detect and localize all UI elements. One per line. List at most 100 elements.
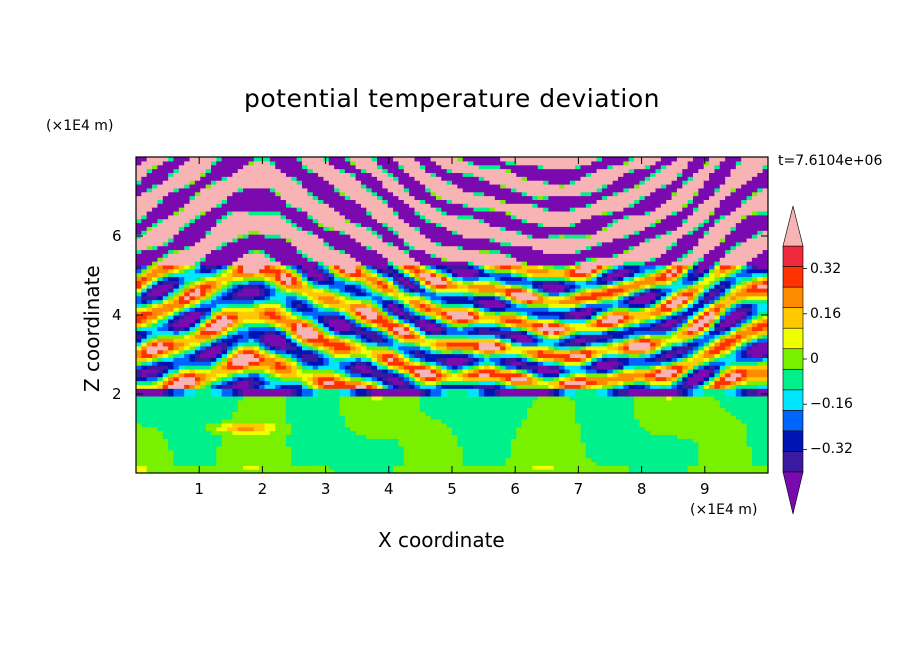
heatmap-cell xyxy=(344,399,351,405)
heatmap-cell xyxy=(232,176,239,181)
heatmap-cell xyxy=(318,222,325,227)
heatmap-cell xyxy=(243,345,250,351)
heatmap-cell xyxy=(216,411,223,416)
heatmap-cell xyxy=(162,303,169,308)
heatmap-cell xyxy=(173,434,180,439)
heatmap-cell xyxy=(398,465,405,470)
heatmap-cell xyxy=(334,446,341,451)
heatmap-cell xyxy=(312,288,319,293)
heatmap-cell xyxy=(328,210,335,216)
heatmap-cell xyxy=(200,237,207,243)
heatmap-cell xyxy=(200,303,207,308)
heatmap-cell xyxy=(425,288,432,293)
heatmap-cell xyxy=(296,199,303,204)
heatmap-cell xyxy=(318,357,325,362)
heatmap-cell xyxy=(387,288,394,293)
heatmap-cell xyxy=(371,272,378,278)
heatmap-cell xyxy=(328,334,335,339)
heatmap-cell xyxy=(232,207,239,212)
heatmap-cell xyxy=(264,180,271,185)
heatmap-cell xyxy=(237,280,244,285)
heatmap-cell xyxy=(371,191,378,197)
heatmap-cell xyxy=(441,399,448,405)
heatmap-cell xyxy=(227,446,234,451)
heatmap-cell xyxy=(452,357,458,362)
heatmap-cell xyxy=(184,237,191,243)
heatmap-cell xyxy=(409,157,416,162)
heatmap-cell xyxy=(366,380,373,385)
heatmap-cell xyxy=(371,438,378,443)
heatmap-cell xyxy=(312,376,319,382)
heatmap-cell xyxy=(152,399,159,405)
heatmap-cell xyxy=(162,218,169,224)
heatmap-cell xyxy=(398,295,405,301)
heatmap-cell xyxy=(280,415,287,420)
heatmap-cell xyxy=(184,318,191,324)
heatmap-cell xyxy=(323,438,330,443)
heatmap-cell xyxy=(227,434,234,439)
heatmap-cell xyxy=(344,276,351,281)
heatmap-cell xyxy=(184,399,191,405)
heatmap-cell xyxy=(296,210,303,216)
heatmap-cell xyxy=(285,318,292,324)
heatmap-cell xyxy=(409,280,416,285)
heatmap-cell xyxy=(248,168,255,174)
heatmap-cell xyxy=(210,299,217,305)
heatmap-cell xyxy=(248,272,255,278)
heatmap-cell xyxy=(178,434,185,439)
heatmap-cell xyxy=(430,318,437,324)
heatmap-cell xyxy=(275,411,282,416)
heatmap-cell xyxy=(334,207,341,212)
heatmap-cell xyxy=(403,469,410,473)
heatmap-cell xyxy=(350,168,357,174)
heatmap-cell xyxy=(178,299,185,305)
heatmap-cell xyxy=(430,426,437,432)
heatmap-cell xyxy=(269,322,276,328)
heatmap-cell xyxy=(200,160,207,166)
heatmap-cell xyxy=(441,326,448,332)
heatmap-cell xyxy=(355,253,362,258)
heatmap-cell xyxy=(146,191,153,197)
heatmap-cell xyxy=(334,257,341,262)
heatmap-cell xyxy=(237,326,244,332)
heatmap-cell xyxy=(205,384,212,389)
heatmap-cell xyxy=(194,299,201,305)
heatmap-cell xyxy=(419,311,426,316)
heatmap-cell xyxy=(184,160,191,166)
heatmap-cell xyxy=(377,422,383,428)
heatmap-cell xyxy=(205,434,212,439)
heatmap-cell xyxy=(141,253,148,258)
heatmap-cell xyxy=(237,349,244,355)
heatmap-cell xyxy=(200,407,207,412)
heatmap-cell xyxy=(237,322,244,328)
heatmap-cell xyxy=(446,465,453,470)
heatmap-cell xyxy=(173,438,180,443)
heatmap-cell xyxy=(194,176,201,181)
heatmap-cell xyxy=(302,268,308,274)
heatmap-cell xyxy=(435,461,442,466)
heatmap-cell xyxy=(275,195,282,200)
heatmap-cell xyxy=(173,422,180,428)
heatmap-cell xyxy=(430,210,437,216)
heatmap-cell xyxy=(393,218,400,224)
heatmap-cell xyxy=(227,299,234,305)
heatmap-cell xyxy=(435,315,442,320)
heatmap-cell xyxy=(200,214,207,220)
heatmap-cell xyxy=(312,207,319,212)
heatmap-cell xyxy=(318,288,325,293)
heatmap-cell xyxy=(210,261,217,266)
heatmap-cell xyxy=(382,465,389,470)
heatmap-cell xyxy=(216,368,223,374)
heatmap-cell xyxy=(318,226,325,231)
heatmap-cell xyxy=(275,376,282,382)
heatmap-cell xyxy=(146,280,153,285)
heatmap-cell xyxy=(425,384,432,389)
heatmap-cell xyxy=(360,234,367,239)
heatmap-cell xyxy=(334,191,341,197)
heatmap-cell xyxy=(307,434,314,439)
heatmap-cell xyxy=(210,376,217,382)
heatmap-cell xyxy=(216,237,223,243)
heatmap-cell xyxy=(312,446,319,451)
heatmap-cell xyxy=(318,299,325,305)
heatmap-cell xyxy=(178,210,185,216)
